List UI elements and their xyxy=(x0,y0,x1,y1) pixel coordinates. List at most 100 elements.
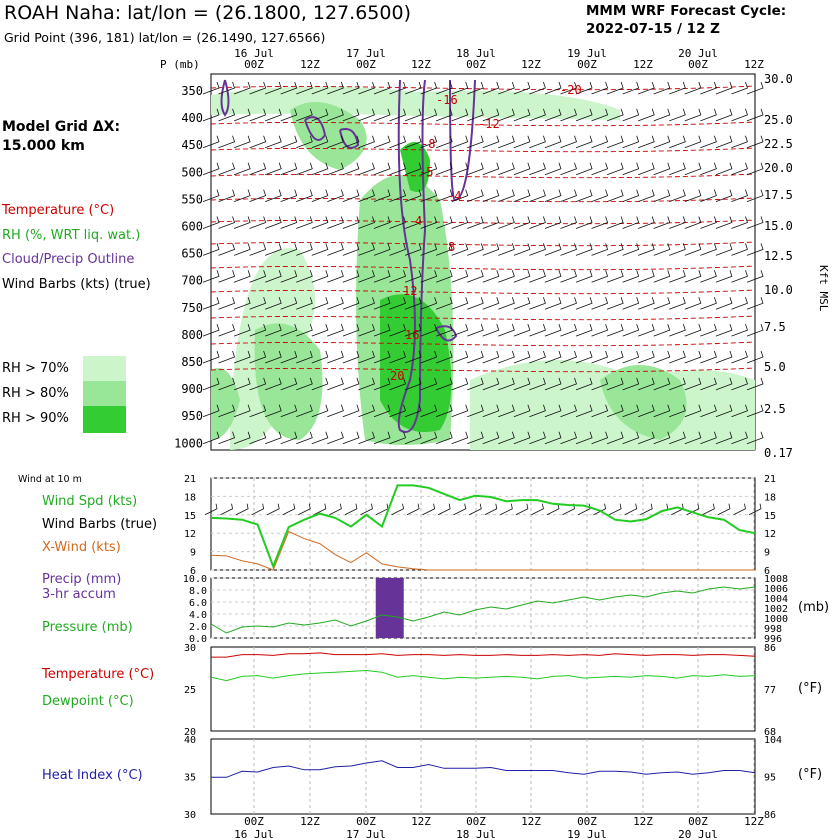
dewpoint-line xyxy=(210,669,756,682)
wind-ytick-right: 12 xyxy=(764,529,776,540)
wind-barb xyxy=(513,243,531,256)
wind-barb xyxy=(560,431,577,445)
surface-wind-barb xyxy=(717,503,731,516)
wind-barb xyxy=(591,162,609,176)
wind-barb xyxy=(482,108,500,122)
temperature-contour-label: 20 xyxy=(390,369,404,383)
surface-wind-barb xyxy=(531,503,544,516)
wind-barb xyxy=(731,431,748,445)
wind-barb xyxy=(529,297,546,310)
wind-barb xyxy=(606,216,624,229)
wind-barb xyxy=(684,323,702,337)
wind-barb xyxy=(342,270,360,283)
wind-barb xyxy=(606,135,624,149)
wind-barb xyxy=(700,108,717,122)
wind-barb xyxy=(700,189,717,202)
wind-barb xyxy=(280,135,298,149)
wind-barb xyxy=(202,270,220,283)
wind-barb xyxy=(373,216,391,229)
wind-barb xyxy=(715,404,733,418)
wind-barb xyxy=(218,81,236,95)
wind-barb xyxy=(700,135,717,149)
wind-barb xyxy=(529,135,546,149)
surface-wind-barb xyxy=(313,503,327,516)
pressure-tick-label: 800 xyxy=(181,328,203,342)
wind-barb xyxy=(653,270,671,283)
wind-barb xyxy=(404,431,422,445)
wind-barb xyxy=(436,350,453,364)
wind-barb xyxy=(467,404,484,418)
wind-barb xyxy=(529,404,546,418)
wind-barb xyxy=(513,323,531,337)
wind-barb xyxy=(233,189,251,202)
wind-barb xyxy=(669,135,686,149)
wind-barb xyxy=(467,162,484,176)
wind-barb xyxy=(700,404,717,418)
wind-barb xyxy=(389,135,407,149)
wind-barb xyxy=(513,350,531,364)
wind-barb xyxy=(342,162,360,176)
legend-temperature: Temperature (°C) xyxy=(2,203,115,218)
wind-barb xyxy=(638,377,655,391)
wind-barb xyxy=(436,297,453,310)
pressure-tick-label: 500 xyxy=(181,165,203,179)
wind-barb xyxy=(715,270,733,283)
wind-barb xyxy=(638,81,655,95)
wind-barb xyxy=(638,431,655,445)
rh-level-90: RH > 90% xyxy=(2,411,69,426)
wind-barb xyxy=(591,431,609,445)
wind-barb xyxy=(436,81,453,95)
wind-barb xyxy=(653,243,671,256)
wind-barb xyxy=(575,189,593,202)
wind-barb xyxy=(311,243,329,256)
wind-barb xyxy=(358,350,375,364)
surface-wind-barb xyxy=(748,503,762,516)
wind-barb xyxy=(327,162,344,176)
wind-barb xyxy=(498,377,515,391)
wind-ytick-left: 15 xyxy=(184,511,196,522)
wind-barb xyxy=(389,323,407,337)
surface-wind-barb xyxy=(282,503,296,516)
wind-barb xyxy=(436,189,453,202)
wind-barb xyxy=(342,431,360,445)
wind-barb xyxy=(404,377,422,391)
label-pressure: Pressure (mb) xyxy=(42,620,133,635)
wind-barb xyxy=(638,189,655,202)
temperature-contour xyxy=(210,173,756,179)
wind-barb xyxy=(373,108,391,122)
wind-barb xyxy=(296,189,313,202)
wind-barb xyxy=(482,297,500,310)
wind-barb xyxy=(700,81,717,95)
wind-barb xyxy=(265,162,282,176)
surface-wind-barb xyxy=(220,503,233,516)
wind-barb xyxy=(684,135,702,149)
wind-barb xyxy=(451,135,469,149)
temperature-contour-label: -16 xyxy=(436,93,458,107)
wind-barb xyxy=(467,108,484,122)
wind-barb xyxy=(218,431,236,445)
wind-barb xyxy=(265,270,282,283)
temperature-contour-label: -8 xyxy=(421,137,435,151)
wind-barb xyxy=(327,243,344,256)
wind-barb xyxy=(218,243,236,256)
height-tick-label: 0.17 xyxy=(764,446,793,460)
wind-barb xyxy=(560,135,577,149)
wind-barb xyxy=(560,350,577,364)
wind-barb xyxy=(529,323,546,337)
wind-ytick-left: 21 xyxy=(184,474,196,485)
time-day-label-top: 20 Jul xyxy=(678,47,718,60)
wind-barb xyxy=(296,377,313,391)
wind-barb xyxy=(498,162,515,176)
wind-barb xyxy=(498,216,515,229)
wind-barb xyxy=(233,162,251,176)
wind-barb xyxy=(653,431,671,445)
time-day-label-bottom: 20 Jul xyxy=(678,828,718,840)
wind-barb xyxy=(622,323,640,337)
wind-barb xyxy=(389,297,407,310)
wind-barb xyxy=(389,81,407,95)
wind-barb xyxy=(342,81,360,95)
wind-barb xyxy=(296,350,313,364)
pressure-tick-label: 650 xyxy=(181,247,203,261)
temperature-contour-label: 12 xyxy=(403,284,417,298)
wind-barb xyxy=(358,297,375,310)
